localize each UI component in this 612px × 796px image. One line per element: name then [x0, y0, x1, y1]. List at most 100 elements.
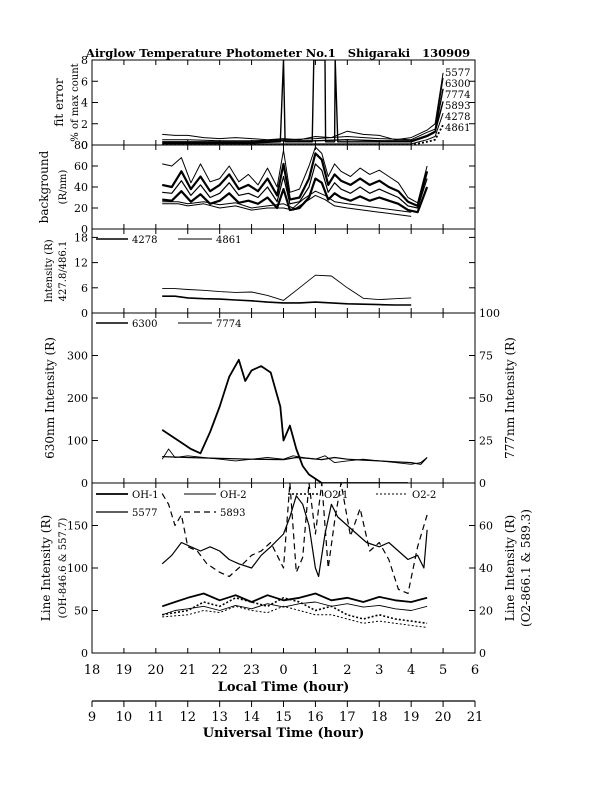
series-line-lines-O2-1	[162, 596, 428, 625]
series-line-bg-4	[162, 194, 412, 217]
series-line-red-2	[162, 456, 428, 465]
ytick-label: 50	[74, 605, 88, 618]
panel-red: 0 100 200 300 0 25 50 75 100 630nm Intensity (R) 7…	[43, 307, 517, 490]
series-group	[162, 60, 444, 145]
legend-label-7774: 7774	[216, 319, 241, 330]
ytick-label: 0	[81, 223, 88, 236]
ytick-right-label: 0	[479, 647, 486, 660]
xtick-local-label: 20	[148, 663, 165, 678]
x-axis-universal-label: Universal Time (hour)	[203, 726, 365, 741]
series-line-bg-2	[162, 163, 428, 209]
series-group	[162, 274, 412, 306]
legend-label-4861: 4861	[216, 235, 241, 246]
series-line-fit-4	[162, 112, 444, 145]
legend-label-O2-1: O2-1	[324, 490, 348, 501]
ytick-label: 18	[74, 231, 88, 244]
ytick-right-label: 100	[479, 307, 500, 320]
y-axis-sublabel: % of max count	[70, 63, 81, 141]
ytick-label: 8	[81, 54, 88, 67]
legend-label-4278: 4278	[132, 235, 157, 246]
series-line-fit-1	[162, 78, 444, 142]
ytick-right-label: 60	[479, 520, 493, 533]
xtick-universal-label: 9	[88, 710, 96, 725]
y-axis-label: Line Intensity (R)	[39, 515, 53, 621]
series-line-red-6300	[161, 358, 408, 483]
series-group	[161, 483, 428, 628]
legend-label-6300: 6300	[445, 79, 470, 90]
xtick-universal-label: 17	[339, 710, 356, 725]
ytick-right-label: 40	[479, 562, 493, 575]
xtick-universal-label: 21	[467, 710, 484, 725]
xtick-local-label: 22	[211, 663, 228, 678]
ytick-right-label: 75	[479, 350, 493, 363]
legend-label-7774: 7774	[445, 90, 470, 101]
xtick-universal-label: 13	[211, 710, 228, 725]
xtick-universal-label: 15	[275, 710, 292, 725]
series-group	[161, 358, 428, 483]
panel-int4: 0 6 12 18 Intensity (R) 427.8/486.1 4278 4861	[44, 229, 476, 320]
legend-label-6300: 6300	[132, 319, 157, 330]
y-axis-right-label: Line Intensity (R)	[503, 515, 517, 621]
ytick-right-label: 50	[479, 392, 493, 405]
panel-bg: 0 20 40 60 80 background (R/nm)	[37, 139, 476, 236]
y-axis-label: 630nm Intensity (R)	[43, 337, 57, 459]
series-line-fit-0	[162, 72, 444, 141]
xtick-local-label: 6	[471, 663, 479, 678]
series-line-lines-OH-1	[161, 592, 428, 608]
y-axis-sublabel: 427.8/486.1	[58, 241, 69, 302]
y-axis-sublabel: (OH-846.6 & 557.7)	[58, 518, 69, 619]
xtick-local-label: 1	[311, 663, 319, 678]
xtick-local-label: 5	[439, 663, 447, 678]
legend-label-OH-1: OH-1	[132, 490, 159, 501]
series-line-bg-5	[162, 190, 412, 213]
ytick-label: 100	[67, 562, 88, 575]
y-axis-right-label: 777nm Intensity (R)	[503, 337, 517, 459]
x-axis-local-label: Local Time (hour)	[218, 680, 350, 695]
ytick-label: 2	[81, 118, 88, 131]
ytick-label: 20	[74, 202, 88, 215]
panel-lines: 0 50 100 150 0 20 40 60 Line Intensity (R) (OH-84…	[39, 483, 533, 660]
ytick-label: 0	[81, 477, 88, 490]
legend-label-5893: 5893	[445, 101, 470, 112]
series-line-bg-1	[161, 152, 429, 207]
xtick-universal-label: 18	[371, 710, 388, 725]
series-line-int4-4278	[162, 295, 412, 306]
xtick-universal-label: 20	[435, 710, 452, 725]
ytick-label: 6	[81, 75, 88, 88]
ytick-label: 6	[81, 282, 88, 295]
xtick-local-label: 21	[179, 663, 196, 678]
xtick-universal-label: 10	[116, 710, 133, 725]
legend-label-5577: 5577	[445, 68, 470, 79]
xtick-universal-label: 19	[403, 710, 420, 725]
ytick-label: 80	[74, 139, 88, 152]
legend-label-O2-2: O2-2	[412, 490, 436, 501]
ytick-label: 150	[67, 520, 88, 533]
legend-label-5893: 5893	[220, 508, 245, 519]
xtick-universal-label: 14	[243, 710, 260, 725]
ytick-label: 40	[74, 181, 88, 194]
xtick-universal-label: 16	[307, 710, 324, 725]
series-line-bg-0	[162, 146, 428, 204]
series-line-int4-4861	[162, 274, 412, 301]
chart-title: Airglow Temperature Photometer No.1 Shig…	[85, 46, 470, 60]
series-line-lines-O2-2	[162, 605, 428, 628]
y-axis-label: background	[37, 150, 51, 223]
xtick-local-label: 18	[84, 663, 101, 678]
legend-label-5577: 5577	[132, 508, 157, 519]
series-line-bg-3	[162, 177, 429, 214]
series-line-lines-5577	[161, 495, 428, 578]
ytick-right-label: 25	[479, 435, 493, 448]
xtick-local-label: 0	[279, 663, 287, 678]
series-line-fit-2	[162, 88, 444, 143]
series-line-lines-OH-2	[162, 601, 428, 616]
xtick-local-label: 3	[375, 663, 383, 678]
ytick-label: 200	[67, 392, 88, 405]
ytick-label: 4	[81, 97, 88, 110]
legend-label-OH-2: OH-2	[220, 490, 247, 501]
xtick-local-label: 23	[243, 663, 260, 678]
ytick-label: 300	[67, 350, 88, 363]
y-axis-right-sublabel: (O2-866.1 & 589.3)	[519, 509, 533, 627]
xtick-universal-label: 11	[148, 710, 165, 725]
